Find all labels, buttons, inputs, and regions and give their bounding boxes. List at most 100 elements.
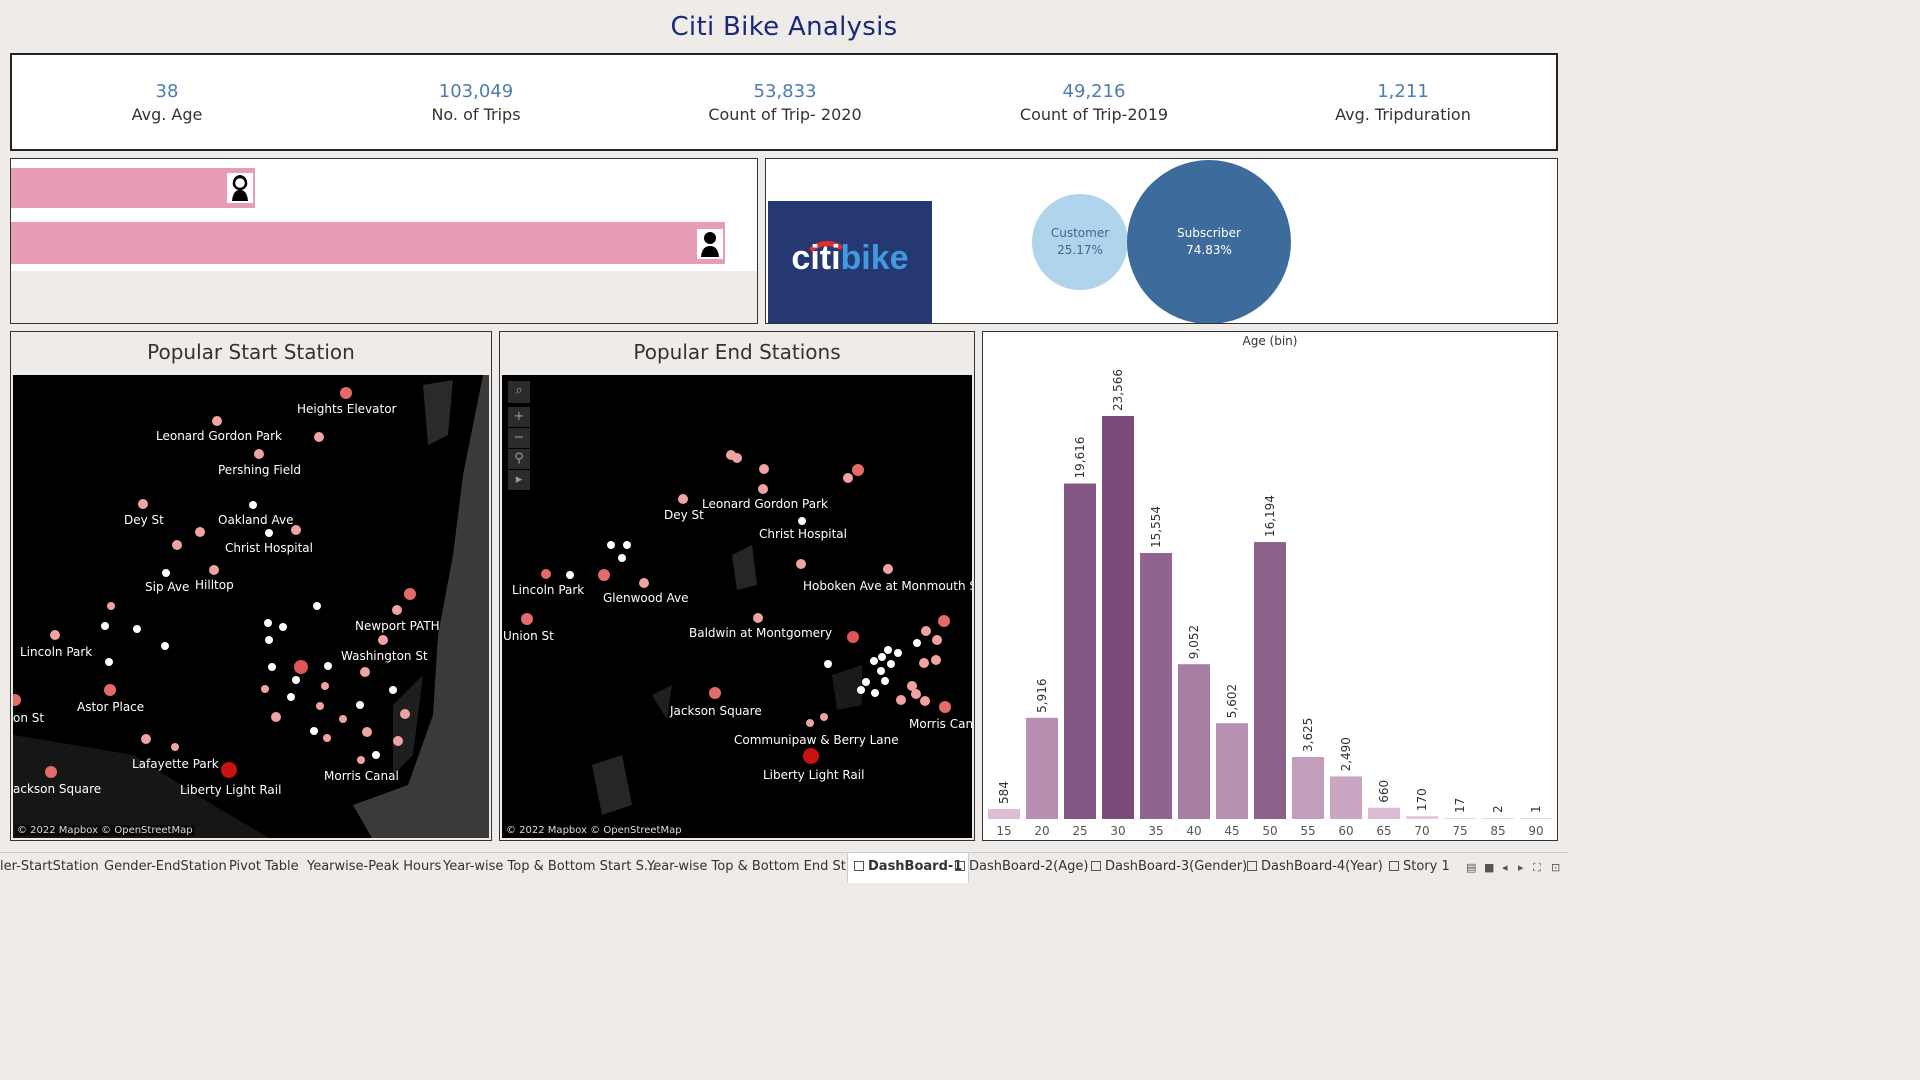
zoom-out-icon[interactable]: − [508,428,530,448]
histogram-bar[interactable] [1254,542,1286,819]
dashboard-icon [854,861,864,871]
play-icon[interactable]: ▸ [508,470,530,490]
map-label: Lincoln Park [20,645,92,659]
female-icon [227,173,253,203]
histogram-bar[interactable] [1178,664,1210,819]
dashboard-icon [1091,861,1101,871]
bar-value-label: 17 [1453,798,1467,813]
kpi-trips-2019: 49,216 Count of Trip-2019 [974,81,1214,127]
x-tick-label: 20 [1034,824,1049,838]
tab-label: DashBoard-4(Year) [1261,859,1383,874]
x-tick-label: 30 [1110,824,1125,838]
map-label: Heights Elevator [297,402,397,416]
age-histogram: 584 15 5,916 20 19,616 25 23,566 30 15,554 35 9,05… [988,369,1552,838]
x-tick-label: 70 [1414,824,1429,838]
map-title: Popular End Stations [633,340,841,364]
histogram-bar[interactable] [1330,776,1362,819]
x-tick-label: 65 [1376,824,1391,838]
histogram-bar[interactable] [1520,818,1552,819]
tab-gender-startstation[interactable]: ler-StartStation [0,859,99,874]
present-icon[interactable]: ⊡ [1551,861,1561,874]
map-label: Lincoln Park [512,583,584,597]
map-label: Christ Hospital [225,541,313,555]
kpi-avg-tripduration: 1,211 Avg. Tripduration [1283,81,1523,127]
tab-label: DashBoard-1 [868,859,963,874]
map-label: Sip Ave [145,580,189,594]
tab-dashboard-2[interactable]: DashBoard-2(Age) [955,859,1088,874]
sheet-tab-bar: ler-StartStation Gender-EndStation Pivot… [0,852,1568,883]
citibike-logo: citibike [768,201,932,323]
zoom-in-icon[interactable]: + [508,407,530,427]
histogram-bar[interactable] [1026,717,1058,819]
map-label: Liberty Light Rail [763,768,864,782]
tab-yearwise-peak-hours[interactable]: Yearwise-Peak Hours [307,859,442,874]
tab-dashboard-4[interactable]: DashBoard-4(Year) [1247,859,1383,874]
tab-dashboard-3[interactable]: DashBoard-3(Gender) [1091,859,1247,874]
logo-bike: bike [840,239,909,277]
start-station-map[interactable]: Heights Elevator Leonard Gordon Park Per… [13,375,489,838]
male-bar[interactable] [11,222,725,264]
scroll-right-icon[interactable]: ▸ [1518,861,1524,874]
histogram-bar[interactable] [1140,553,1172,819]
histogram-bar[interactable] [1064,483,1096,819]
bubble-percent: 25.17% [1057,243,1103,257]
bubble-percent: 74.83% [1186,243,1232,257]
map-svg: Leonard Gordon Park Dey St Christ Hospit… [503,450,972,815]
x-tick-label: 50 [1262,824,1277,838]
logo-citi: citi [791,239,841,277]
histogram-bar[interactable] [1292,757,1324,819]
histogram-bar[interactable] [1444,818,1476,819]
tab-dashboard-1[interactable]: DashBoard-1 [847,853,970,883]
tab-story-1[interactable]: Story 1 [1389,859,1450,874]
female-bar[interactable] [11,168,255,208]
tab-label: Story 1 [1403,859,1450,874]
customer-bubble[interactable]: Customer 25.17% [1032,194,1128,290]
grid-view-icon[interactable]: ▤ [1466,861,1477,874]
x-tick-label: 85 [1490,824,1505,838]
fullscreen-icon[interactable]: ⛶ [1533,861,1541,874]
scroll-left-icon[interactable]: ◂ [1502,861,1508,874]
tab-top-bottom-start[interactable]: Year-wise Top & Bottom Start S... [443,859,657,874]
station-dots [521,450,951,764]
bar-value-label: 2 [1491,805,1505,813]
tab-pivot-table[interactable]: Pivot Table [229,859,299,874]
list-view-icon[interactable]: ■ [1484,861,1495,874]
histogram-bar[interactable] [1482,818,1514,819]
story-icon [1389,861,1399,871]
histogram-bar[interactable] [1406,816,1438,819]
histogram-bar[interactable] [1368,807,1400,819]
tab-label: DashBoard-2(Age) [969,859,1089,874]
bar-value-label: 584 [997,781,1011,804]
logo-text: citibike [768,239,932,278]
map-label: Astor Place [77,700,144,714]
histogram-bar[interactable] [1102,416,1134,819]
bar-value-label: 9,052 [1187,625,1201,659]
map-label: Lafayette Park [132,757,219,771]
bar-value-label: 170 [1415,788,1429,811]
tab-gender-endstation[interactable]: Gender-EndStation [104,859,227,874]
x-tick-label: 25 [1072,824,1087,838]
histogram-bar[interactable] [988,809,1020,819]
tab-top-bottom-end[interactable]: Year-wise Top & Bottom End St... [647,859,859,874]
map-label: Glenwood Ave [603,591,689,605]
kpi-value: 53,833 [753,81,817,102]
subscriber-bubble[interactable]: Subscriber 74.83% [1127,160,1291,323]
bar-value-label: 5,602 [1225,684,1239,718]
map-credit: © 2022 Mapbox © OpenStreetMap [15,825,195,836]
map-credit: © 2022 Mapbox © OpenStreetMap [504,825,684,836]
bar-value-label: 2,490 [1339,737,1353,771]
bar-value-label: 19,616 [1073,437,1087,479]
kpi-value: 1,211 [1377,81,1429,102]
histogram-bar[interactable] [1216,723,1248,819]
gender-bar-panel [10,158,758,324]
search-icon[interactable]: ⌕ [508,381,530,403]
x-tick-label: 15 [996,824,1011,838]
bar-value-label: 1 [1529,805,1543,813]
pin-icon[interactable]: ⚲ [508,449,530,469]
dashboard-title: Citi Bike Analysis [670,12,898,42]
dashboard: Citi Bike Analysis 38 Avg. Age 103,049 N… [0,12,1568,883]
logo-arc-icon [809,241,843,252]
end-station-map[interactable]: Leonard Gordon Park Dey St Christ Hospit… [502,375,972,838]
x-tick-label: 75 [1452,824,1467,838]
bar-value-label: 16,194 [1263,495,1277,537]
